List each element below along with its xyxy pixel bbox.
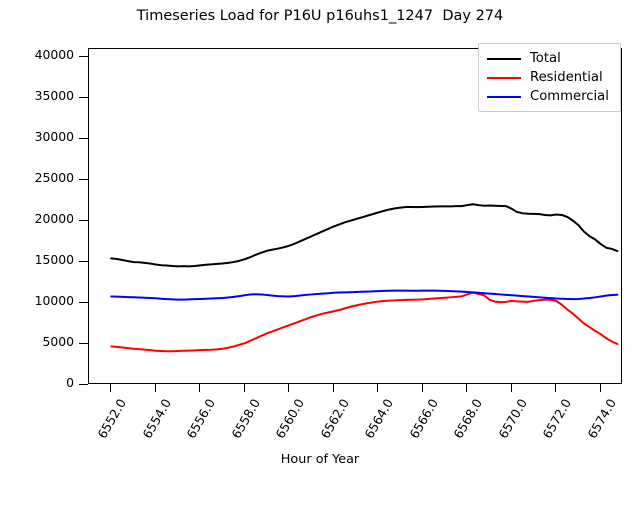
y-tick-label: 25000 [34, 170, 74, 186]
legend-swatch-commercial [487, 95, 521, 98]
figure-canvas: Timeseries Load for P16U p16uhs1_1247 Da… [0, 0, 622, 467]
x-tick [332, 384, 334, 392]
y-tick [79, 384, 88, 385]
y-tick-label: 20000 [34, 211, 74, 227]
x-tick [110, 384, 112, 392]
series-lines [110, 203, 619, 353]
x-tick [466, 384, 468, 392]
x-tick [154, 384, 156, 392]
legend-item-commercial[interactable]: Commercial [485, 87, 614, 106]
legend-label-residential: Residential [530, 69, 603, 85]
y-axis-label-wrap: kW total [0, 0, 1, 1]
x-tick [599, 384, 601, 392]
y-tick-label: 10000 [34, 293, 74, 309]
y-tick-label: 0 [66, 375, 74, 390]
y-tick [79, 97, 88, 99]
legend-swatch-total [487, 57, 521, 60]
x-tick [377, 384, 379, 392]
legend-label-total: Total [530, 50, 561, 66]
y-tick-label: 40000 [34, 47, 74, 63]
legend-label-commercial: Commercial [530, 88, 609, 104]
legend-item-total[interactable]: Total [485, 49, 614, 68]
line-residential [110, 291, 619, 353]
y-tick [79, 179, 88, 181]
y-tick [79, 138, 88, 140]
y-tick [79, 343, 88, 345]
y-tick [79, 261, 88, 263]
y-tick-label: 5000 [42, 334, 74, 350]
y-tick-label: 35000 [34, 88, 74, 104]
x-axis-label: Hour of Year [280, 452, 360, 467]
y-tick-label: 15000 [34, 252, 74, 268]
x-tick [199, 384, 201, 392]
legend-item-residential[interactable]: Residential [485, 68, 614, 87]
legend[interactable]: Total Residential Commercial [478, 43, 621, 112]
y-tick [79, 302, 88, 304]
legend-swatch-residential [487, 76, 521, 79]
y-tick-label: 30000 [34, 129, 74, 145]
line-commercial [110, 289, 619, 301]
y-tick [79, 56, 88, 58]
x-tick [288, 384, 290, 392]
x-tick [510, 384, 512, 392]
line-total [110, 203, 619, 268]
chart-title: Timeseries Load for P16U p16uhs1_1247 Da… [136, 8, 504, 24]
x-tick [243, 384, 245, 392]
x-tick [421, 384, 423, 392]
y-tick [79, 220, 88, 222]
x-tick [555, 384, 557, 392]
